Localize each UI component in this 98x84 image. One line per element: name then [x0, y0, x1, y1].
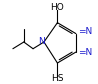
Text: HO: HO — [51, 3, 64, 12]
Text: HS: HS — [51, 74, 64, 83]
Text: =N: =N — [78, 48, 92, 57]
Text: =N: =N — [78, 27, 92, 36]
Text: N: N — [38, 37, 44, 47]
